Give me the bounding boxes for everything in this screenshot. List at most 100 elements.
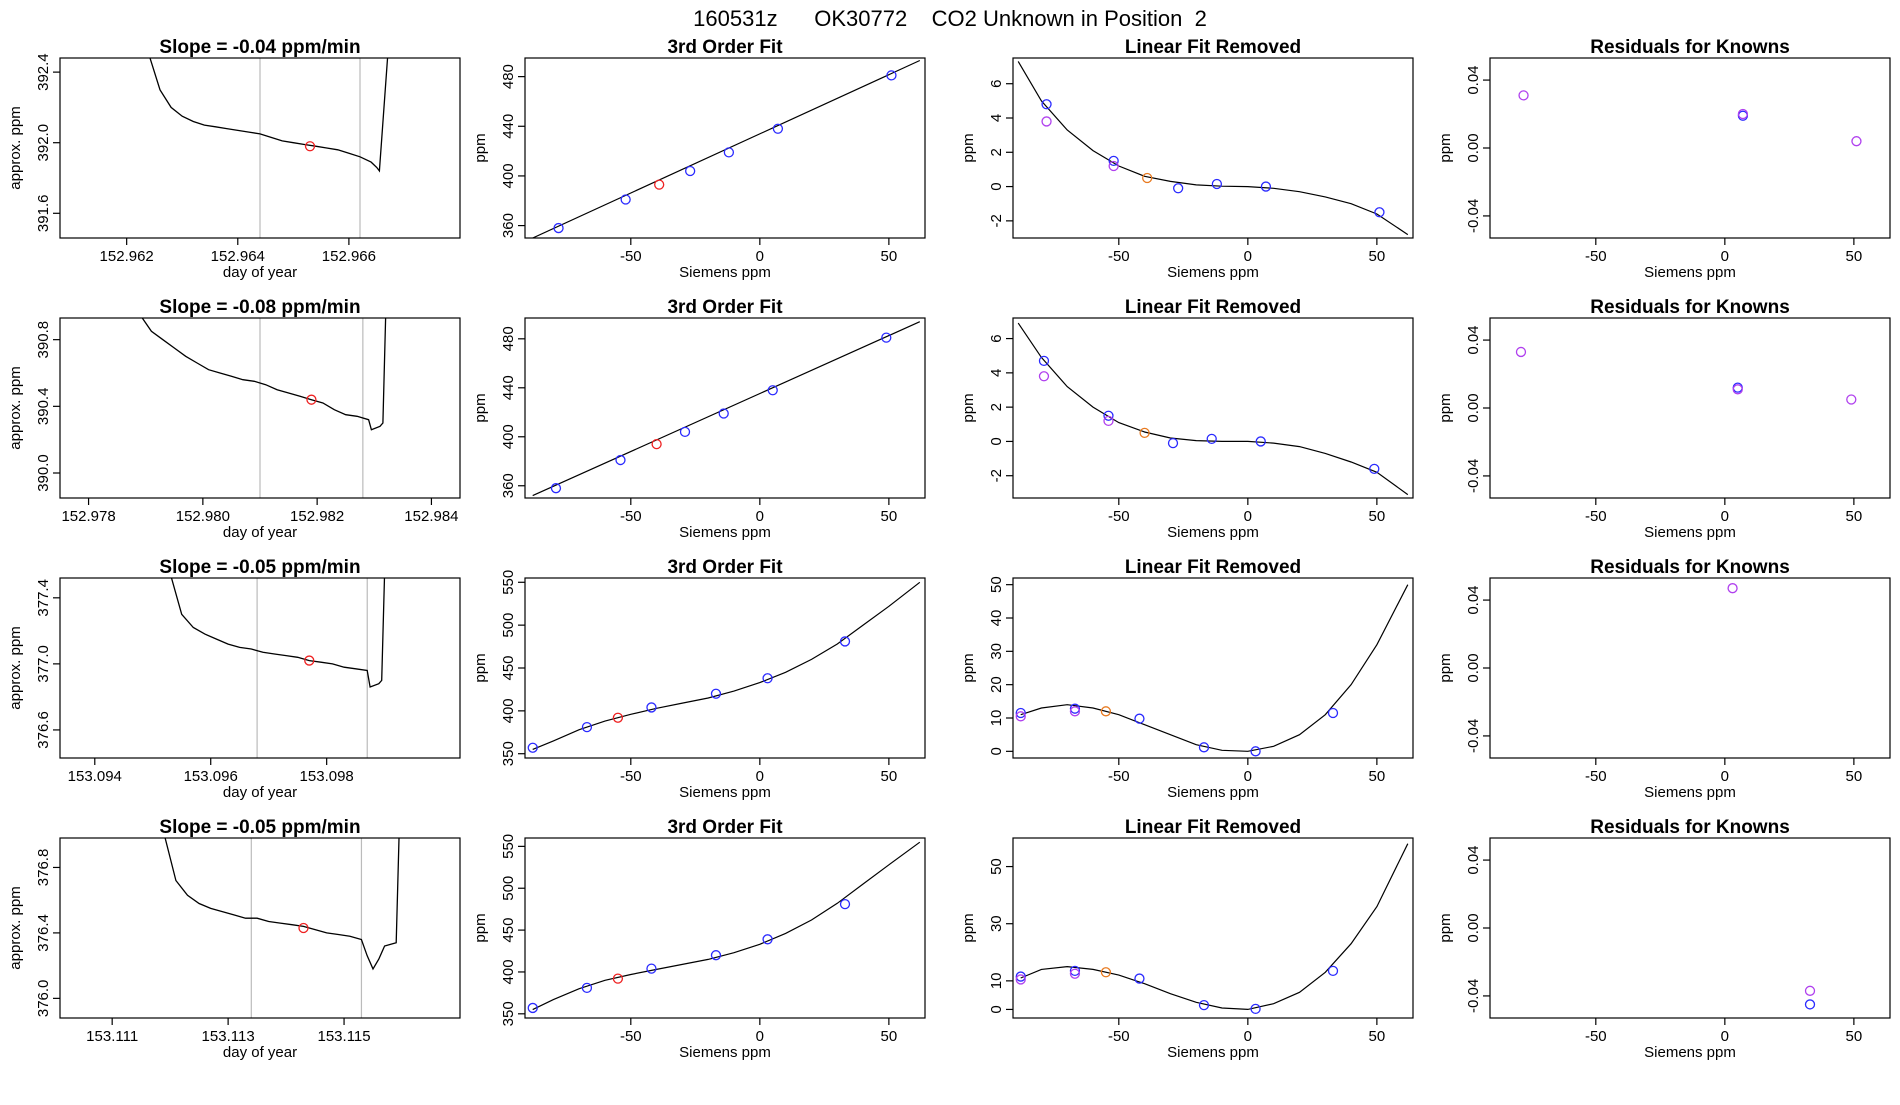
- data-point-blue: [527, 742, 538, 753]
- data-point-blue: [762, 673, 773, 684]
- x-tick-label: 153.113: [202, 1028, 255, 1045]
- panel-r3-c2: 3rd Order Fit -50 0 50 350 400 450 500 550 Siemen…: [472, 557, 926, 801]
- y-tick-label: 0: [988, 747, 1005, 755]
- panel-title: Slope = -0.05 ppm/min: [159, 557, 360, 578]
- plot-frame: [524, 317, 926, 499]
- x-tick-label: -50: [620, 1028, 642, 1045]
- data-point-purple: [1732, 384, 1743, 395]
- y-tick-label: 390.8: [35, 321, 52, 359]
- data-point-red: [612, 973, 624, 984]
- panel-title: Slope = -0.08 ppm/min: [159, 297, 360, 318]
- x-tick-label: 50: [1846, 248, 1863, 265]
- y-tick-label: 30: [988, 915, 1005, 932]
- x-axis-label: Siemens ppm: [1644, 784, 1736, 801]
- fit-curve: [1017, 61, 1409, 236]
- y-tick-label: 500: [500, 613, 517, 638]
- x-tick-label: 0: [1721, 1028, 1729, 1045]
- data-point-blue: [710, 950, 722, 961]
- data-point-blue: [1369, 463, 1380, 475]
- data-point-blue: [553, 222, 564, 234]
- y-tick-label: 377.0: [35, 645, 52, 683]
- x-axis-label: Siemens ppm: [679, 1044, 771, 1061]
- x-tick-label: 153.115: [318, 1028, 371, 1045]
- data-point-purple: [1041, 116, 1052, 127]
- data-point-purple: [1737, 108, 1749, 120]
- y-tick-label: 10: [988, 710, 1005, 727]
- data-point-blue: [1327, 707, 1339, 719]
- data-point-blue: [886, 70, 897, 81]
- y-tick-label: -2: [988, 214, 1005, 227]
- x-tick-label: 0: [1721, 768, 1729, 785]
- data-point-blue: [1038, 355, 1050, 367]
- x-axis-label: Siemens ppm: [1644, 1044, 1736, 1061]
- data-point-blue: [1134, 713, 1145, 724]
- y-tick-label: 20: [988, 676, 1005, 693]
- y-axis-label: ppm: [960, 913, 977, 942]
- data-point-blue: [1015, 971, 1026, 982]
- y-axis-label: ppm: [1437, 913, 1454, 942]
- y-tick-label: 550: [500, 570, 517, 595]
- x-tick-label: 153.096: [184, 768, 238, 785]
- data-point-blue: [1804, 999, 1816, 1010]
- x-tick-label: 152.982: [290, 508, 344, 525]
- panel-title: Slope = -0.04 ppm/min: [159, 37, 360, 58]
- panel-r4-c4: Residuals for Knowns -50 0 50 -0.04 0.00 0.04 S…: [1437, 817, 1891, 1061]
- data-point-blue: [1069, 965, 1081, 977]
- y-tick-label: 376.4: [35, 914, 52, 952]
- fit-curve: [1020, 843, 1409, 1011]
- y-tick-label: 0: [988, 1005, 1005, 1013]
- x-axis-label: Siemens ppm: [1167, 264, 1259, 281]
- x-tick-label: 50: [1369, 248, 1386, 265]
- x-axis-label: day of year: [223, 784, 297, 801]
- x-tick-label: 0: [1244, 248, 1252, 265]
- x-tick-label: -50: [1585, 1028, 1607, 1045]
- data-point-blue: [685, 165, 696, 177]
- data-point-purple: [1851, 136, 1862, 147]
- x-tick-label: -50: [620, 248, 642, 265]
- y-tick-label: 550: [500, 834, 517, 859]
- y-tick-label: -0.04: [1465, 719, 1482, 753]
- plot-frame: [1012, 577, 1414, 759]
- x-tick-label: 153.094: [68, 768, 122, 785]
- x-tick-label: 50: [1846, 768, 1863, 785]
- panel-title: Slope = -0.05 ppm/min: [159, 817, 360, 838]
- data-point-purple: [1015, 974, 1026, 985]
- panel-r3-c3: Linear Fit Removed -50 0 50 0 10 20 30 40 50 Sieme…: [960, 557, 1414, 801]
- fit-curve: [532, 321, 921, 497]
- data-point-blue: [723, 147, 735, 158]
- y-tick-label: 376.8: [35, 849, 52, 887]
- panel-r3-c1: Slope = -0.05 ppm/min 153.094 153.096 153.0…: [7, 557, 461, 801]
- plot-frame: [59, 317, 461, 499]
- plot-frame: [1012, 837, 1414, 1019]
- y-tick-label: 0.00: [1465, 133, 1482, 162]
- x-tick-label: -50: [1585, 248, 1607, 265]
- y-tick-label: 377.4: [35, 579, 52, 617]
- fit-curve: [532, 841, 921, 1011]
- average-marker: [306, 394, 317, 405]
- x-axis-label: day of year: [223, 524, 297, 541]
- x-tick-label: 50: [1846, 1028, 1863, 1045]
- panel-r2-c3: Linear Fit Removed -50 0 50 -2 0 2 4 6 Siemens pp…: [960, 297, 1414, 541]
- x-tick-label: 152.984: [404, 508, 458, 525]
- average-marker: [298, 922, 309, 934]
- x-tick-label: 153.098: [300, 768, 354, 785]
- series-line: [170, 578, 386, 688]
- x-axis-label: Siemens ppm: [1167, 524, 1259, 541]
- x-tick-label: -50: [1108, 768, 1130, 785]
- plot-frame: [1489, 577, 1891, 759]
- panel-r4-c2: 3rd Order Fit -50 0 50 350 400 450 500 550 Siemen…: [472, 817, 926, 1061]
- plot-frame: [59, 57, 461, 239]
- y-tick-label: 350: [500, 1001, 517, 1026]
- data-point-blue: [839, 636, 851, 647]
- data-point-purple: [1804, 985, 1816, 996]
- x-tick-label: 0: [756, 248, 764, 265]
- y-tick-label: 360: [500, 213, 517, 238]
- y-axis-label: approx. ppm: [7, 886, 24, 969]
- data-point-blue: [1134, 973, 1145, 984]
- panel-title: 3rd Order Fit: [667, 297, 783, 318]
- x-tick-label: -50: [1585, 508, 1607, 525]
- panel-r2-c2: 3rd Order Fit -50 0 50 360 400 440 480 Siemens p…: [472, 297, 926, 541]
- y-tick-label: 400: [500, 698, 517, 723]
- x-tick-label: 152.978: [61, 508, 115, 525]
